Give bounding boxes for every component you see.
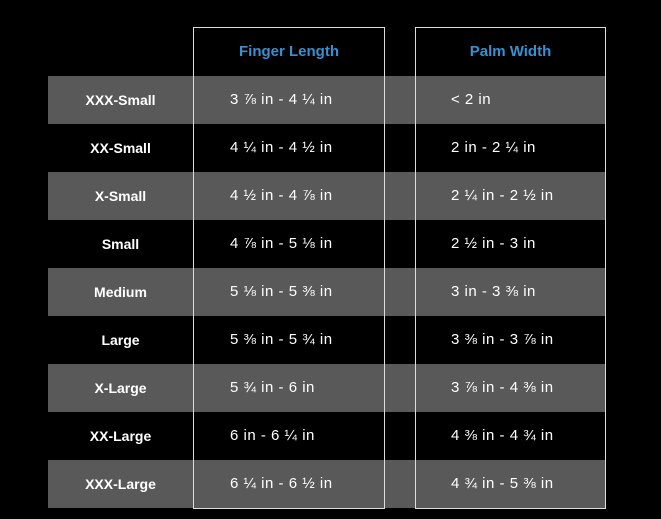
table-row: XX-Small 4 ¼ in - 4 ½ in 2 in - 2 ¼ in — [48, 124, 606, 172]
size-label: Small — [101, 236, 140, 252]
size-label: XXX-Large — [85, 476, 156, 492]
palm-width: 2 ½ in - 3 in — [451, 235, 536, 252]
palm-width: 2 in - 2 ¼ in — [451, 139, 536, 156]
table-row: XXX-Small 3 ⅞ in - 4 ¼ in < 2 in — [48, 76, 606, 124]
finger-length: 6 ¼ in - 6 ½ in — [230, 475, 333, 492]
finger-length: 6 in - 6 ¼ in — [230, 427, 315, 444]
size-label: Large — [101, 332, 140, 348]
finger-length: 5 ⅛ in - 5 ⅜ in — [230, 283, 333, 300]
table-row: Medium 5 ⅛ in - 5 ⅜ in 3 in - 3 ⅜ in — [48, 268, 606, 316]
finger-length: 4 ¼ in - 4 ½ in — [230, 139, 333, 156]
size-label: Medium — [94, 284, 147, 300]
finger-length: 4 ½ in - 4 ⅞ in — [230, 187, 333, 204]
size-label: XXX-Small — [85, 92, 156, 108]
size-label: XX-Large — [89, 428, 152, 444]
palm-width: 4 ¾ in - 5 ⅜ in — [451, 475, 554, 492]
palm-width: 3 ⅜ in - 3 ⅞ in — [451, 331, 554, 348]
table-row: Small 4 ⅞ in - 5 ⅛ in 2 ½ in - 3 in — [48, 220, 606, 268]
column-header: Palm Width — [469, 43, 552, 60]
palm-width: < 2 in — [451, 91, 492, 108]
size-label: X-Large — [94, 380, 147, 396]
palm-width: 3 ⅞ in - 4 ⅜ in — [451, 379, 554, 396]
column-header: Finger Length — [239, 43, 339, 60]
table-row: X-Small 4 ½ in - 4 ⅞ in 2 ¼ in - 2 ½ in — [48, 172, 606, 220]
finger-length: 5 ¾ in - 6 in — [230, 379, 315, 396]
table-row: XXX-Large 6 ¼ in - 6 ½ in 4 ¾ in - 5 ⅜ in — [48, 460, 606, 508]
palm-width: 4 ⅜ in - 4 ¾ in — [451, 427, 554, 444]
size-label: X-Small — [94, 188, 147, 204]
table-row: X-Large 5 ¾ in - 6 in 3 ⅞ in - 4 ⅜ in — [48, 364, 606, 412]
table-row: XX-Large 6 in - 6 ¼ in 4 ⅜ in - 4 ¾ in — [48, 412, 606, 460]
palm-width: 3 in - 3 ⅜ in — [451, 283, 536, 300]
finger-length: 4 ⅞ in - 5 ⅛ in — [230, 235, 333, 252]
table-row: Large 5 ⅜ in - 5 ¾ in 3 ⅜ in - 3 ⅞ in — [48, 316, 606, 364]
finger-length: 5 ⅜ in - 5 ¾ in — [230, 331, 333, 348]
size-label: XX-Small — [90, 140, 151, 156]
finger-length: 3 ⅞ in - 4 ¼ in — [230, 91, 333, 108]
palm-width: 2 ¼ in - 2 ½ in — [451, 187, 554, 204]
